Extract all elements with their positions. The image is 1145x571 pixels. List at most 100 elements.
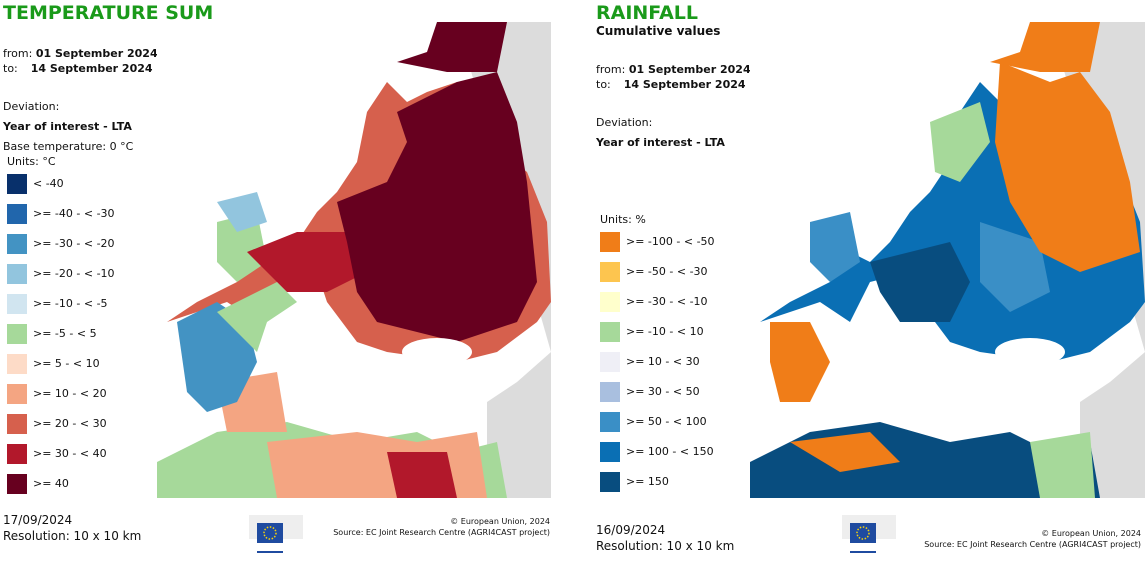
legend-item: >= 30 - < 40 <box>7 439 157 469</box>
legend-item: >= 150 <box>600 467 750 497</box>
legend-item: >= 100 - < 150 <box>600 437 750 467</box>
legend-item: >= -30 - < -20 <box>7 229 157 259</box>
legend-label: >= -10 - < 10 <box>626 325 704 338</box>
to-date: 14 September 2024 <box>30 62 153 75</box>
legend-swatch <box>7 354 27 374</box>
to-row: to: 14 September 2024 <box>596 77 748 92</box>
legend-item: >= -50 - < -30 <box>600 257 750 287</box>
legend-item: >= 10 - < 30 <box>600 347 750 377</box>
legend-item: >= -20 - < -10 <box>7 259 157 289</box>
legend-label: >= 10 - < 30 <box>626 355 700 368</box>
legend-swatch <box>600 262 620 282</box>
deviation-type: Year of interest - LTA <box>3 120 132 133</box>
to-date: 14 September 2024 <box>623 78 746 91</box>
legend-label: >= -40 - < -30 <box>33 207 115 220</box>
legend-swatch <box>7 204 27 224</box>
legend-label: >= -10 - < -5 <box>33 297 108 310</box>
temperature-sum-panel: TEMPERATURE SUM from: 01 September 2024 … <box>0 0 560 571</box>
source: Source: EC Joint Research Centre (AGRI4C… <box>333 528 550 537</box>
legend-label: >= -30 - < -20 <box>33 237 115 250</box>
legend-label: < -40 <box>33 177 64 190</box>
legend-label: >= -30 - < -10 <box>626 295 708 308</box>
legend-label: >= 10 - < 20 <box>33 387 107 400</box>
legend-label: >= 5 - < 10 <box>33 357 100 370</box>
legend-swatch <box>7 264 27 284</box>
legend-label: >= -5 - < 5 <box>33 327 97 340</box>
legend-swatch <box>7 414 27 434</box>
rainfall-panel: RAINFALL Cumulative values from: 01 Sept… <box>593 0 1145 571</box>
legend-swatch <box>600 232 620 252</box>
footer-info: 17/09/2024 Resolution: 10 x 10 km <box>3 512 153 544</box>
legend-swatch <box>7 294 27 314</box>
legend-swatch <box>600 412 620 432</box>
legend-label: >= 30 - < 50 <box>626 385 700 398</box>
source-credit: © European Union, 2024 Source: EC Joint … <box>906 528 1141 550</box>
deviation-type: Year of interest - LTA <box>596 136 725 149</box>
legend-swatch <box>7 444 27 464</box>
units-label: Units: °C <box>7 155 56 168</box>
from-row: from: 01 September 2024 <box>3 46 158 61</box>
legend-label: >= -100 - < -50 <box>626 235 715 248</box>
legend-swatch <box>600 322 620 342</box>
legend-swatch <box>600 442 620 462</box>
map-date: 17/09/2024 <box>3 513 73 527</box>
from-date: 01 September 2024 <box>35 47 158 60</box>
legend-item: >= -100 - < -50 <box>600 227 750 257</box>
from-row: from: 01 September 2024 <box>596 62 751 77</box>
temperature-legend: < -40 >= -40 - < -30 >= -30 - < -20 >= -20 … <box>7 169 157 499</box>
legend-item: >= 5 - < 10 <box>7 349 157 379</box>
to-row: to: 14 September 2024 <box>3 61 155 76</box>
legend-item: >= 50 - < 100 <box>600 407 750 437</box>
info-column: RAINFALL Cumulative values from: 01 Sept… <box>596 2 751 497</box>
from-date: 01 September 2024 <box>628 63 751 76</box>
legend-swatch <box>7 234 27 254</box>
legend-item: >= -40 - < -30 <box>7 199 157 229</box>
info-column: TEMPERATURE SUM from: 01 September 2024 … <box>3 2 214 499</box>
deviation-label: Deviation: <box>3 100 60 113</box>
legend-item: >= 40 <box>7 469 157 499</box>
legend-label: >= 20 - < 30 <box>33 417 107 430</box>
rainfall-map <box>750 22 1145 498</box>
legend-swatch <box>7 384 27 404</box>
to-label: to: <box>3 62 18 75</box>
legend-label: >= -50 - < -30 <box>626 265 708 278</box>
legend-label: >= 100 - < 150 <box>626 445 714 458</box>
footer-info: 16/09/2024 Resolution: 10 x 10 km <box>596 522 746 554</box>
temperature-map <box>157 22 551 498</box>
legend-label: >= 50 - < 100 <box>626 415 707 428</box>
panel-title: TEMPERATURE SUM <box>3 2 214 24</box>
legend-swatch <box>600 382 620 402</box>
copyright: © European Union, 2024 <box>1041 529 1141 538</box>
from-label: from: <box>596 63 626 76</box>
resolution: Resolution: 10 x 10 km <box>596 539 735 553</box>
resolution: Resolution: 10 x 10 km <box>3 529 142 543</box>
legend-label: >= 40 <box>33 477 69 490</box>
units-label: Units: % <box>600 213 646 226</box>
legend-item: >= -10 - < -5 <box>7 289 157 319</box>
legend-label: >= 150 <box>626 475 669 488</box>
legend-swatch <box>600 472 620 492</box>
deviation-label: Deviation: <box>596 116 653 129</box>
legend-item: >= -30 - < -10 <box>600 287 750 317</box>
legend-swatch <box>7 324 27 344</box>
copyright: © European Union, 2024 <box>450 517 550 526</box>
panel-title: RAINFALL <box>596 2 699 24</box>
base-temperature: Base temperature: 0 °C <box>3 140 134 153</box>
legend-label: >= 30 - < 40 <box>33 447 107 460</box>
panel-subtitle: Cumulative values <box>596 24 721 38</box>
legend-item: >= 20 - < 30 <box>7 409 157 439</box>
legend-item: >= 10 - < 20 <box>7 379 157 409</box>
map-date: 16/09/2024 <box>596 523 666 537</box>
rainfall-legend: >= -100 - < -50 >= -50 - < -30 >= -30 - < … <box>600 227 750 497</box>
legend-swatch <box>600 292 620 312</box>
european-commission-logo <box>249 515 303 553</box>
legend-item: >= 30 - < 50 <box>600 377 750 407</box>
legend-item: < -40 <box>7 169 157 199</box>
source: Source: EC Joint Research Centre (AGRI4C… <box>924 540 1141 549</box>
european-commission-logo <box>842 515 896 553</box>
legend-item: >= -5 - < 5 <box>7 319 157 349</box>
to-label: to: <box>596 78 611 91</box>
legend-item: >= -10 - < 10 <box>600 317 750 347</box>
from-label: from: <box>3 47 33 60</box>
legend-swatch <box>7 174 27 194</box>
